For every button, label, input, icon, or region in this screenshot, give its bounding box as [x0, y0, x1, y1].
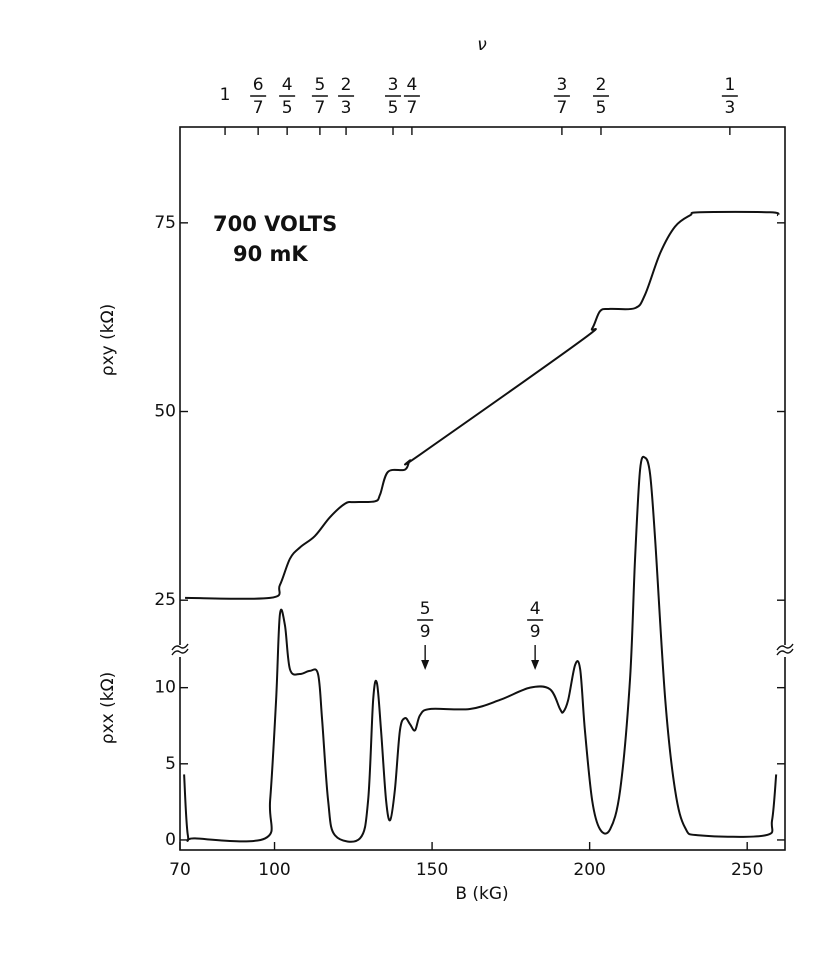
nu-tick-label: 6: [253, 75, 264, 95]
nu-tick-label: 3: [724, 98, 735, 118]
nu-tick-label: 5: [282, 98, 293, 118]
nu-tick-label: 4: [407, 75, 418, 95]
nu-tick-label: 3: [341, 98, 352, 118]
nu-tick-label: 1: [724, 75, 735, 95]
x-tick-label: 100: [258, 860, 290, 880]
curve: [183, 455, 778, 843]
arrow-head: [421, 660, 430, 670]
annotation: 90 mK: [233, 242, 308, 266]
nu-tick-label: 4: [282, 75, 293, 95]
x-tick-label: 70: [169, 860, 191, 880]
top-axis-label: ν: [477, 35, 487, 55]
y-axis-label: ρxy (kΩ): [98, 304, 118, 376]
nu-tick-label: 5: [388, 98, 399, 118]
y2-axis-label: ρxx (kΩ): [98, 672, 118, 744]
axis-break: [776, 643, 794, 656]
nu-tick-label: 2: [341, 75, 352, 95]
y2-tick-label: 5: [165, 754, 176, 774]
x-tick-label: 250: [731, 860, 763, 880]
arrow-head: [531, 660, 540, 670]
x-tick-label: 150: [416, 860, 448, 880]
nu-tick-label: 7: [556, 98, 567, 118]
y-tick-label: 50: [154, 402, 176, 422]
axis-break: [171, 643, 189, 656]
plot-frame: [179, 126, 786, 851]
annotation: 700 VOLTS: [213, 212, 337, 236]
arrow-label: 5: [420, 599, 431, 619]
nu-tick-label: 5: [596, 98, 607, 118]
nu-tick-label: 5: [314, 75, 325, 95]
nu-tick-label: 7: [253, 98, 264, 118]
nu-tick-label: 2: [596, 75, 607, 95]
nu-tick-label: 3: [388, 75, 399, 95]
x-axis-label: B (kG): [455, 884, 508, 904]
y2-tick-label: 0: [165, 830, 176, 850]
arrow-label: 4: [530, 599, 541, 619]
x-tick-label: 200: [573, 860, 605, 880]
nu-tick-label: 1: [220, 85, 231, 105]
arrow-label: 9: [420, 622, 431, 642]
y-tick-label: 25: [154, 590, 176, 610]
y-tick-label: 75: [154, 213, 176, 233]
nu-tick-label: 7: [407, 98, 418, 118]
nu-tick-label: 7: [314, 98, 325, 118]
nu-tick-label: 3: [556, 75, 567, 95]
arrow-label: 9: [530, 622, 541, 642]
curve: [185, 210, 780, 600]
y2-tick-label: 10: [154, 678, 176, 698]
